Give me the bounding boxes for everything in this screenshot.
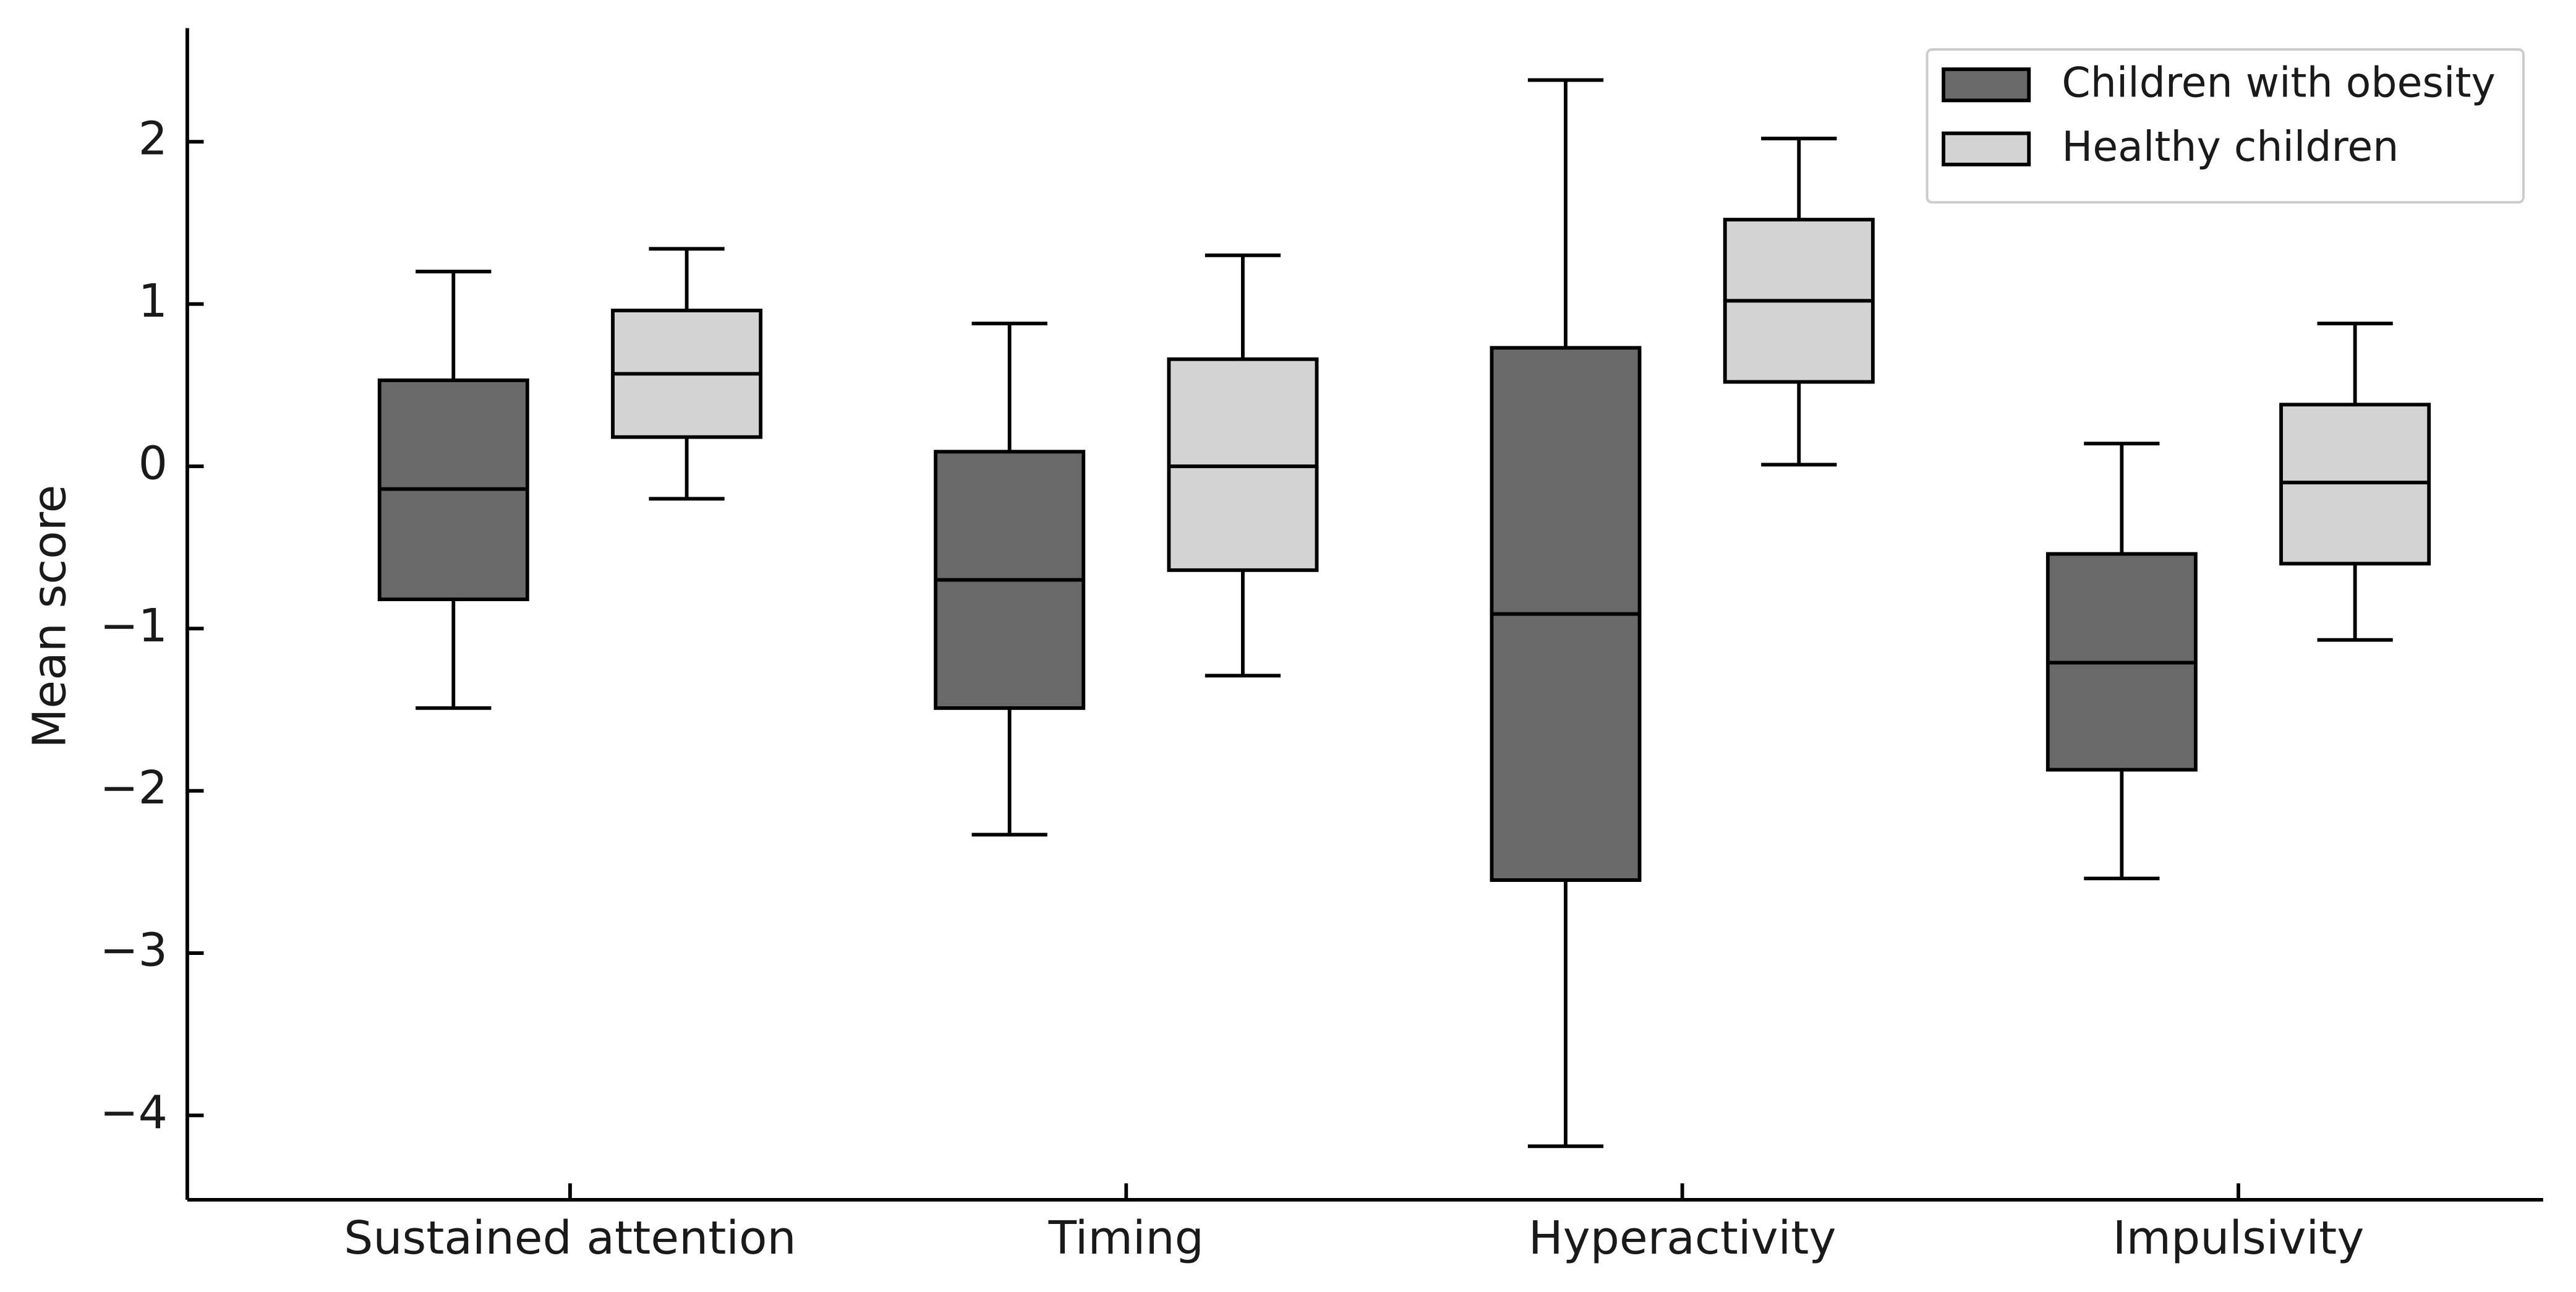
y-tick-label: −1	[100, 599, 168, 652]
y-tick-label: −2	[100, 761, 168, 815]
x-tick-label: Timing	[1048, 1211, 1204, 1265]
legend-label: Children with obesity	[2062, 59, 2495, 107]
x-tick-label: Sustained attention	[344, 1211, 796, 1265]
x-tick-label: Impulsivity	[2113, 1211, 2365, 1265]
legend-swatch	[1942, 131, 2031, 166]
x-tick-label: Hyperactivity	[1529, 1211, 1836, 1265]
y-tick-label: 2	[139, 112, 168, 166]
y-axis-label: Mean score	[23, 485, 77, 748]
y-tick-label: −3	[100, 923, 168, 977]
box-group	[934, 322, 1086, 837]
box-group	[2279, 322, 2431, 642]
legend-label: Healthy children	[2062, 122, 2399, 171]
y-tick-label: 0	[139, 436, 168, 490]
y-tick-label: −4	[100, 1085, 168, 1139]
box-group	[1167, 253, 1319, 678]
box-group	[1723, 137, 1875, 467]
box-group	[1490, 78, 1642, 1149]
box-group	[611, 247, 763, 501]
legend-swatch	[1942, 67, 2031, 103]
box-group	[2045, 442, 2198, 881]
box-group	[377, 270, 529, 710]
legend-frame	[1926, 48, 2525, 204]
y-tick-label: 1	[139, 274, 168, 328]
